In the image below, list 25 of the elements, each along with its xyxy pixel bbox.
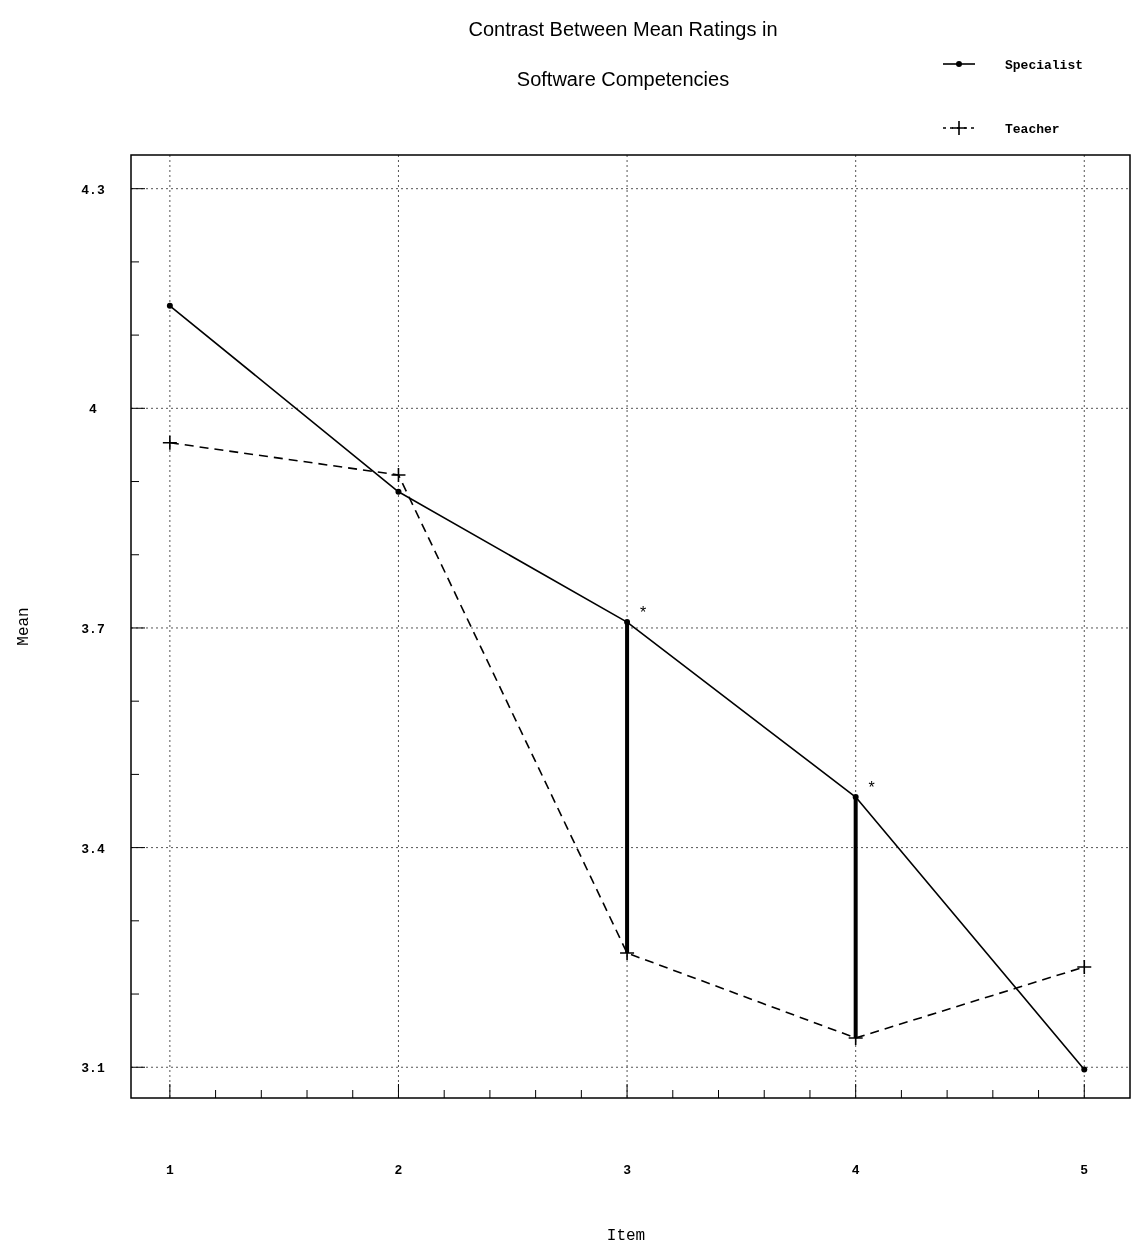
point xyxy=(166,302,173,309)
y-tick-label: 4 xyxy=(89,402,98,418)
y-tick-label: 3.7 xyxy=(81,621,105,637)
annotation: * xyxy=(639,604,647,622)
point xyxy=(1081,1066,1088,1073)
point xyxy=(395,488,402,495)
x-tick-label: 3 xyxy=(623,1163,632,1178)
y-tick-label: 4.3 xyxy=(81,182,105,198)
y-tick-label: 3.4 xyxy=(81,841,105,857)
y-tick-label: 3.1 xyxy=(81,1061,105,1077)
x-tick-label: 2 xyxy=(394,1163,403,1178)
x-tick-label: 1 xyxy=(165,1163,174,1178)
y-axis-title: Mean xyxy=(15,607,33,646)
point xyxy=(162,434,178,451)
x-axis-title: Item xyxy=(606,1227,646,1245)
point xyxy=(852,794,859,801)
legend-label: Teacher xyxy=(1005,122,1060,137)
x-tick-label: 5 xyxy=(1080,1163,1089,1178)
point xyxy=(1076,959,1093,975)
annotation: * xyxy=(868,779,875,797)
point xyxy=(390,467,407,483)
chart-title: Contrast Between Mean Ratings in Software Competencies xyxy=(468,18,778,90)
point xyxy=(624,619,631,626)
legend-label: Specialist xyxy=(1005,58,1084,73)
x-tick-label: 4 xyxy=(851,1163,860,1178)
